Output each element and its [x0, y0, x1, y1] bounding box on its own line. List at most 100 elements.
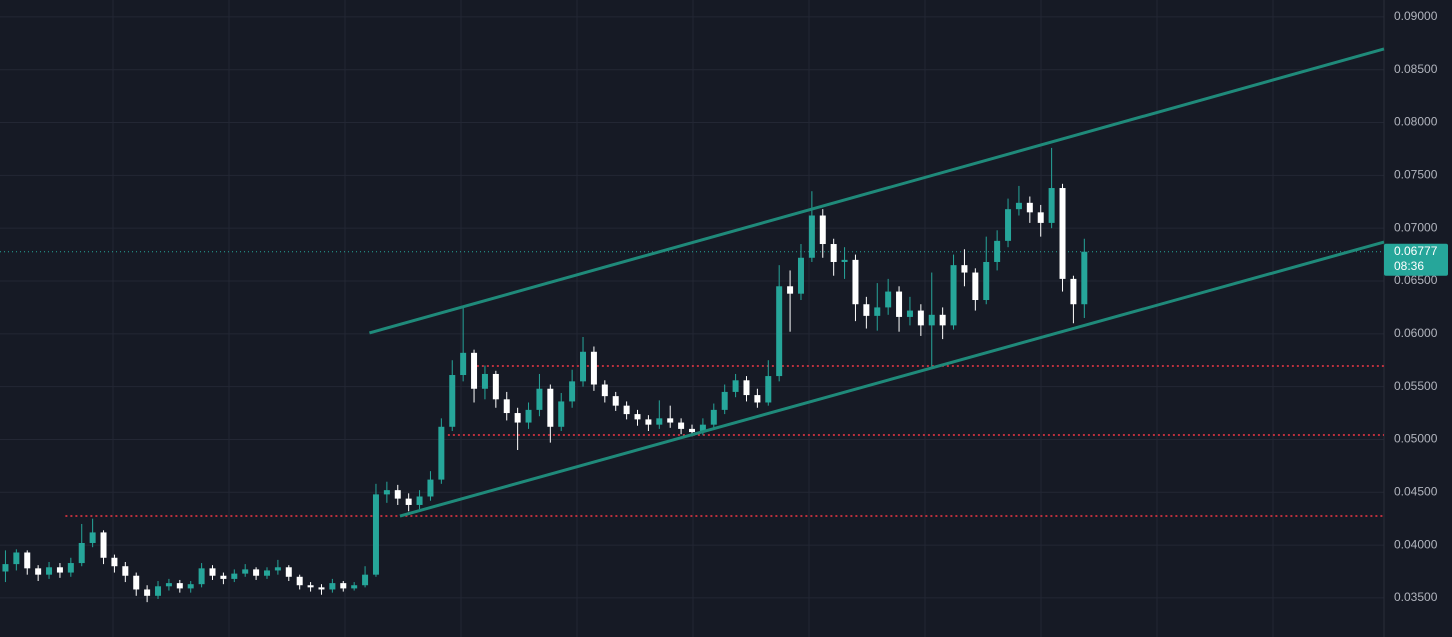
candle-body — [819, 215, 826, 245]
candle-body — [394, 490, 401, 499]
y-tick-label: 0.06000 — [1394, 326, 1438, 340]
candle-body — [874, 307, 881, 316]
candle-body — [89, 532, 96, 543]
y-tick-label: 0.05000 — [1394, 432, 1438, 446]
candle-body — [1005, 209, 1012, 241]
candle-body — [906, 310, 913, 317]
candle-body — [78, 542, 85, 564]
countdown-label: 08:36 — [1394, 259, 1424, 273]
candle-body — [362, 574, 369, 586]
candle-body — [939, 314, 946, 326]
candle-body — [242, 569, 249, 574]
candle-body — [776, 286, 783, 377]
candle-body — [253, 569, 260, 576]
candle-body — [765, 376, 772, 403]
candle-body — [601, 384, 608, 397]
candle-body — [449, 375, 456, 427]
candle-body — [885, 291, 892, 308]
candle-body — [438, 426, 445, 480]
candle-body — [634, 414, 641, 420]
candle-body — [46, 567, 53, 575]
candle-body — [994, 240, 1001, 262]
candle-body — [1037, 212, 1044, 223]
candle-body — [318, 587, 325, 590]
y-tick-label: 0.05500 — [1394, 379, 1438, 393]
candle-body — [710, 409, 717, 425]
candle-body — [460, 352, 467, 376]
candle-body — [558, 401, 565, 427]
candle-body — [787, 286, 794, 294]
y-tick-label: 0.08000 — [1394, 115, 1438, 129]
trend-line — [399, 240, 1385, 518]
candle-body — [263, 570, 270, 576]
candle-body — [1015, 202, 1022, 210]
y-tick-label: 0.03500 — [1394, 590, 1438, 604]
candle-body — [503, 399, 510, 414]
candle-body — [471, 352, 478, 389]
candle-body — [689, 428, 695, 433]
candle-body — [340, 583, 347, 589]
candle-body — [111, 557, 118, 567]
candle-body — [67, 563, 74, 573]
trend-line — [369, 47, 1385, 335]
candle-body — [122, 566, 129, 576]
candle-body — [56, 567, 63, 573]
candle-body — [2, 564, 9, 572]
candle-body — [155, 586, 162, 596]
candle-body — [569, 381, 576, 402]
candle-body — [754, 395, 761, 403]
candle-body — [372, 494, 379, 575]
candle-body — [187, 584, 194, 589]
candle-body — [481, 373, 488, 389]
candle-body — [721, 391, 728, 410]
candle-body — [1070, 278, 1077, 305]
candle-body — [24, 552, 31, 569]
candle-body — [492, 373, 499, 400]
candle-body — [525, 409, 532, 423]
candle-body — [580, 351, 587, 382]
candle-body — [274, 567, 281, 571]
candle-body — [961, 265, 968, 273]
y-tick-label: 0.07500 — [1394, 168, 1438, 182]
candle-body — [656, 418, 663, 425]
candle-body — [405, 498, 412, 505]
candle-body — [100, 532, 107, 558]
candle-body — [863, 304, 870, 316]
candle-body — [133, 575, 140, 590]
candle-body — [983, 261, 990, 301]
last-price-label: 0.06777 — [1394, 244, 1438, 258]
candle-body — [797, 257, 804, 294]
candle-body — [678, 422, 685, 429]
candle-body — [732, 380, 739, 392]
candle-body — [917, 310, 924, 326]
candle-body — [830, 244, 837, 262]
candle-body — [231, 573, 238, 579]
candle-body — [165, 583, 172, 587]
candle-body — [645, 419, 652, 425]
candle-body — [972, 272, 979, 301]
candle-body — [1026, 202, 1033, 213]
candle-body — [841, 259, 848, 262]
last-price-box — [1384, 243, 1448, 276]
candle-body — [144, 589, 151, 596]
candle-body — [35, 568, 42, 575]
candle-body — [743, 380, 750, 396]
candle-body — [699, 424, 706, 433]
candle-body — [1081, 251, 1088, 305]
candle-body — [176, 583, 183, 589]
candle-body — [514, 413, 521, 423]
candle-body — [896, 291, 903, 317]
y-tick-label: 0.06500 — [1394, 273, 1438, 287]
candle-body — [852, 259, 859, 305]
candle-body — [1059, 188, 1066, 279]
candle-body — [220, 575, 227, 579]
candle-body — [612, 396, 619, 406]
y-tick-label: 0.04500 — [1394, 484, 1438, 498]
y-tick-label: 0.04000 — [1394, 537, 1438, 551]
candle-body — [285, 567, 292, 577]
candle-body — [13, 552, 20, 565]
candle-body — [383, 490, 390, 495]
candle-body — [416, 496, 423, 505]
candle-body — [547, 388, 554, 427]
